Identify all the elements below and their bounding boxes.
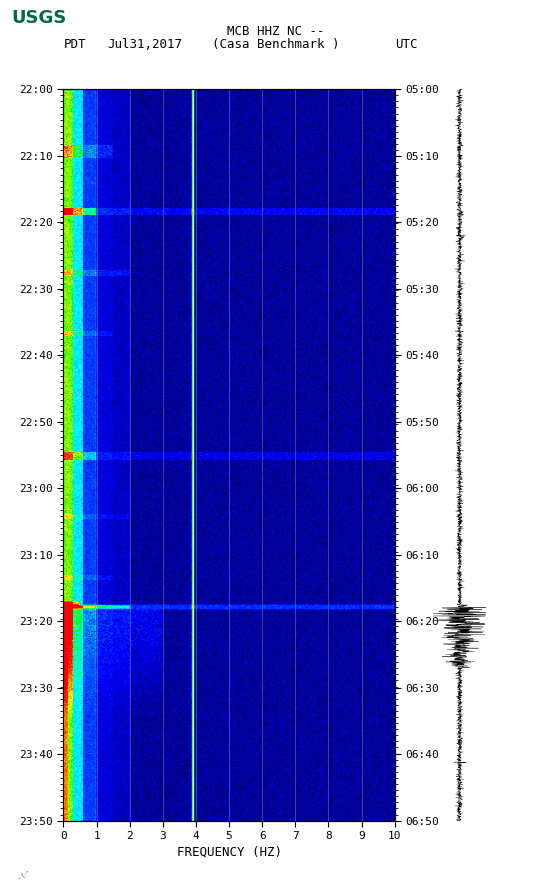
Text: $\mathcal{N}$: $\mathcal{N}$ xyxy=(17,869,29,880)
Text: MCB HHZ NC --: MCB HHZ NC -- xyxy=(227,25,325,38)
Text: (Casa Benchmark ): (Casa Benchmark ) xyxy=(213,38,339,52)
Text: PDT: PDT xyxy=(63,38,86,52)
X-axis label: FREQUENCY (HZ): FREQUENCY (HZ) xyxy=(177,846,282,858)
Text: Jul31,2017: Jul31,2017 xyxy=(108,38,183,52)
Text: USGS: USGS xyxy=(11,9,66,27)
Text: UTC: UTC xyxy=(395,38,417,52)
